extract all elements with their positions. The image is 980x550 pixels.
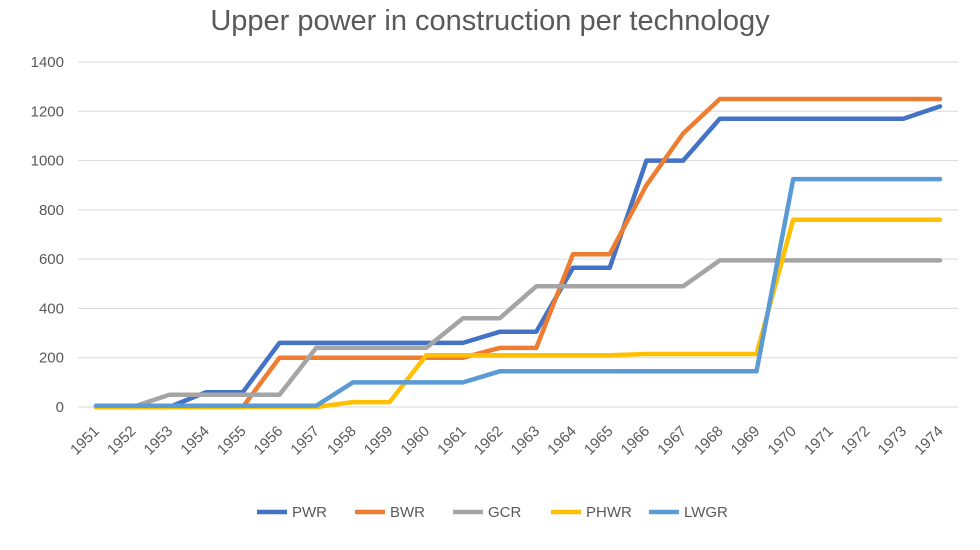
series-line-bwr: [93, 96, 943, 410]
x-tick-label: 1959: [361, 423, 397, 459]
x-tick-label: 1955: [214, 423, 250, 459]
series-line-phwr: [93, 217, 943, 410]
y-tick-label: 0: [56, 399, 64, 416]
x-tick-label: 1966: [618, 423, 654, 459]
x-tick-label: 1961: [434, 423, 470, 459]
legend-label: PHWR: [586, 504, 632, 521]
y-tick-label: 1400: [31, 54, 64, 71]
x-tick-label: 1964: [544, 423, 580, 459]
x-tick-label: 1972: [838, 423, 874, 459]
x-tick-label: 1951: [67, 423, 103, 459]
series-line-pwr: [93, 104, 943, 410]
y-tick-label: 800: [39, 202, 64, 219]
x-tick-label: 1963: [508, 423, 544, 459]
x-tick-label: 1971: [801, 423, 837, 459]
legend-label: LWGR: [684, 504, 728, 521]
x-tick-label: 1974: [911, 423, 947, 459]
x-tick-label: 1954: [177, 423, 213, 459]
x-tick-label: 1958: [324, 423, 360, 459]
x-tick-label: 1960: [397, 423, 433, 459]
y-tick-label: 1000: [31, 153, 64, 170]
x-tick-label: 1968: [691, 423, 727, 459]
legend-label: PWR: [292, 504, 327, 521]
x-tick-label: 1953: [141, 423, 177, 459]
x-tick-label: 1957: [287, 423, 323, 459]
chart-title: Upper power in construction per technolo…: [210, 5, 770, 37]
x-tick-label: 1969: [728, 423, 764, 459]
x-tick-label: 1952: [104, 423, 140, 459]
legend-label: GCR: [488, 504, 522, 521]
x-tick-label: 1962: [471, 423, 507, 459]
x-tick-label: 1967: [654, 423, 690, 459]
y-tick-label: 400: [39, 300, 64, 317]
x-tick-label: 1965: [581, 423, 617, 459]
x-tick-label: 1970: [764, 423, 800, 459]
x-tick-label: 1973: [875, 423, 911, 459]
y-tick-label: 600: [39, 251, 64, 268]
y-tick-label: 1200: [31, 103, 64, 120]
series-line-lwgr: [93, 176, 943, 409]
series-line-gcr: [93, 258, 943, 410]
legend-label: BWR: [390, 504, 425, 521]
y-tick-label: 200: [39, 350, 64, 367]
x-tick-label: 1956: [251, 423, 287, 459]
